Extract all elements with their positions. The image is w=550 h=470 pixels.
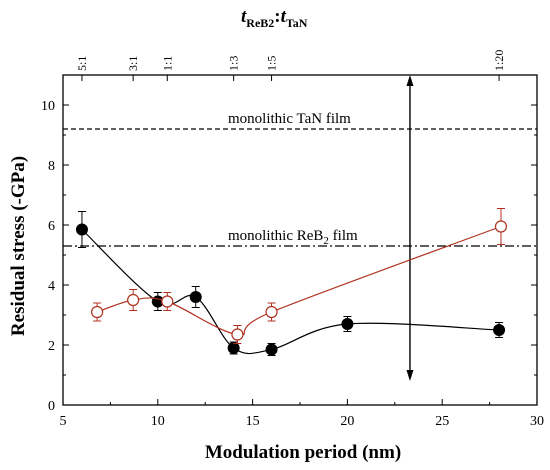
reference-line-label: monolithic ReB2 film — [228, 228, 358, 247]
y-tick-label: 8 — [48, 159, 55, 174]
series-curve — [81, 229, 500, 355]
y-tick-label: 2 — [48, 339, 55, 354]
x-tick-label: 5 — [60, 414, 67, 429]
data-point-filled — [341, 318, 354, 330]
data-point-open — [127, 293, 140, 307]
data-point-filled — [265, 343, 278, 356]
plot-area: monolithic TaN film monolithic ReB2 film — [63, 75, 537, 381]
top-tick-label: 1:5 — [265, 56, 279, 71]
data-point-open — [494, 220, 508, 233]
data-point-filled — [493, 324, 506, 336]
x-tick-label: 25 — [435, 414, 449, 429]
x-tick-label: 15 — [246, 414, 260, 429]
y-tick-label: 10 — [41, 99, 55, 114]
data-point-open — [265, 305, 278, 319]
x-tick-label: 20 — [340, 414, 354, 429]
top-tick-label: 1:20 — [492, 50, 506, 71]
data-point-filled — [227, 342, 240, 354]
y-axis-label: Residual stress (-GPa) — [8, 156, 29, 336]
data-point-open — [91, 305, 104, 319]
axes: 5 10 15 20 25 30 0 2 4 6 8 10 5:1 3:1 1:1 1:3 1:5 1:20 tRe… — [41, 6, 544, 429]
x-tick-label: 10 — [151, 414, 165, 429]
x-axis-label: Modulation period (nm) — [205, 442, 401, 463]
reference-line-label: monolithic TaN film — [228, 111, 351, 127]
top-tick-label: 1:3 — [227, 56, 241, 71]
y-tick-label: 6 — [48, 219, 55, 234]
y-tick-label: 0 — [48, 399, 55, 414]
data-point-filled — [189, 291, 202, 303]
x-tick-label: 30 — [530, 414, 544, 429]
top-tick-label: 3:1 — [126, 56, 140, 71]
arrow-head-up — [406, 75, 414, 86]
top-tick-label: 5:1 — [75, 56, 89, 71]
y-tick-label: 4 — [48, 279, 55, 294]
data-point-filled — [75, 223, 88, 236]
arrow-head-down — [406, 370, 414, 381]
data-point-open — [231, 328, 244, 341]
top-axis-label: tReB2:tTaN — [241, 6, 308, 30]
top-tick-label: 1:1 — [160, 56, 174, 71]
data-point-open — [161, 295, 174, 308]
axis-labels: Residual stress (-GPa) Modulation period… — [8, 156, 401, 463]
